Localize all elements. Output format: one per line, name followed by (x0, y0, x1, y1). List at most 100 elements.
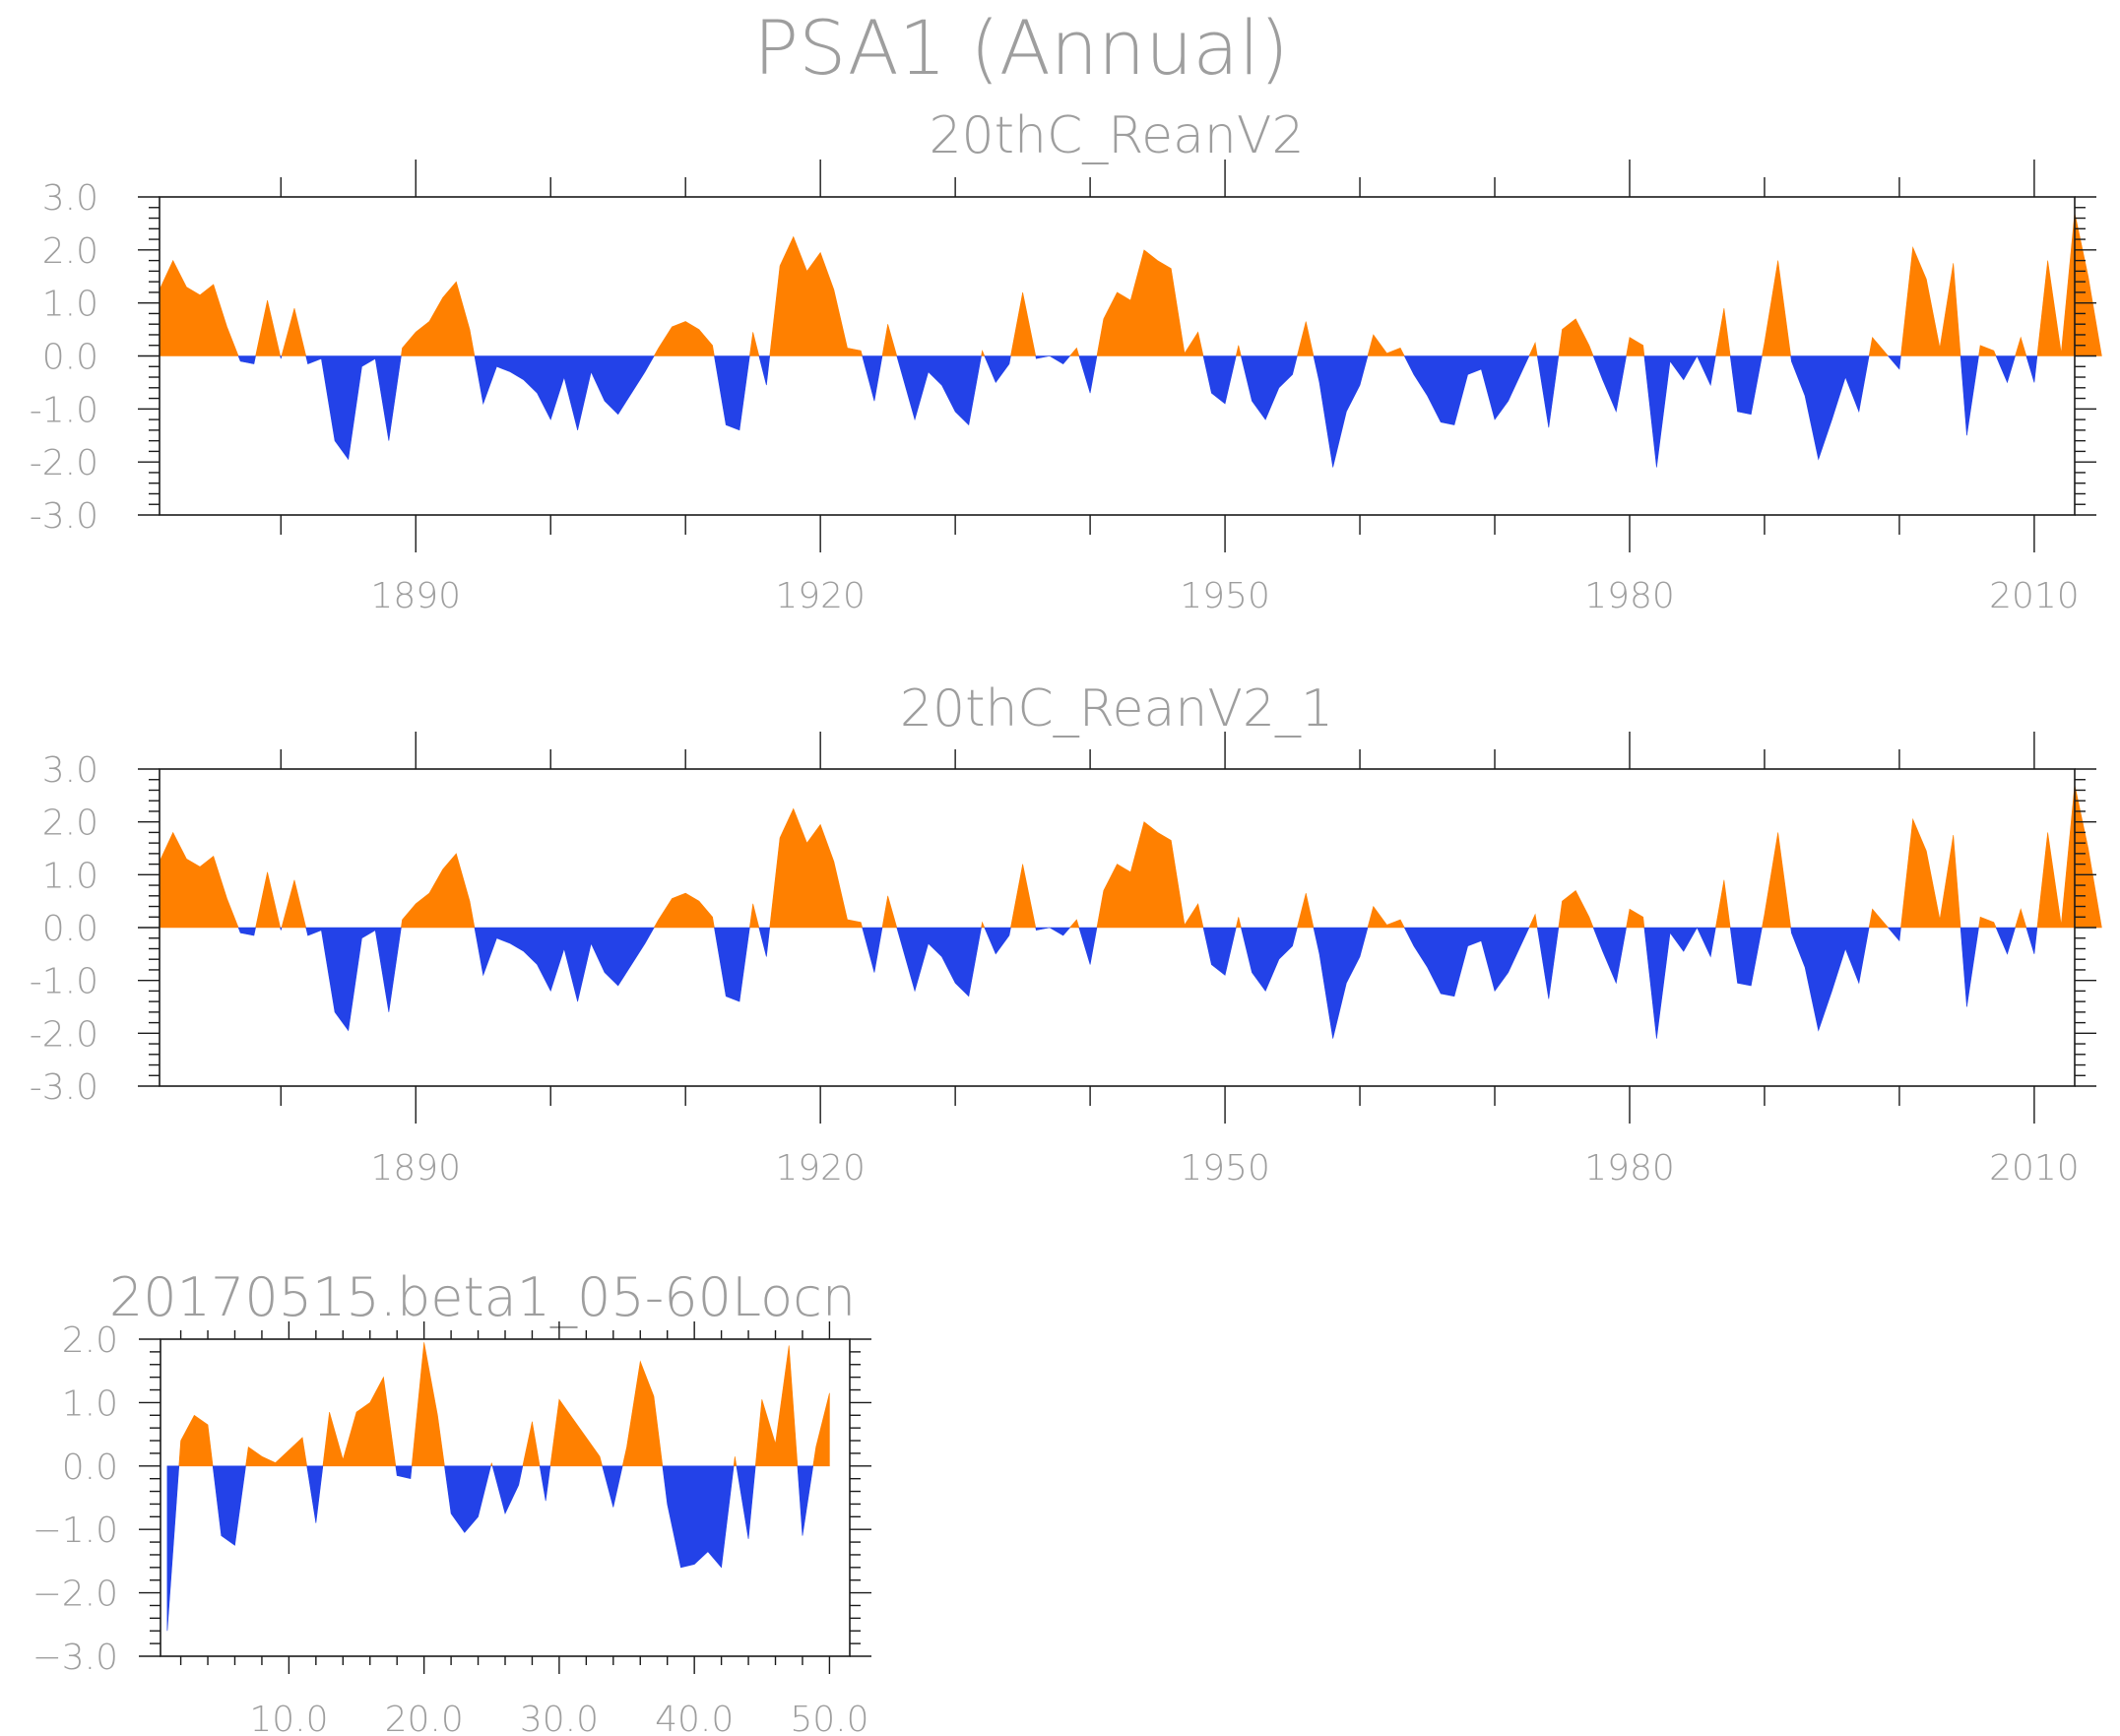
negative-area (474, 927, 655, 1002)
negative-area (237, 927, 256, 936)
negative-anomaly-fill (237, 927, 2038, 1039)
negative-area (539, 1465, 551, 1502)
negative-area (1592, 927, 1627, 985)
positive-area (1096, 821, 1204, 929)
x-tick-label: 10.0 (249, 1700, 328, 1736)
positive-area (1068, 919, 1080, 929)
negative-area (1887, 927, 1901, 942)
positive-area (549, 1398, 604, 1467)
y-tick-label: -2.0 (30, 443, 98, 483)
positive-area (1868, 336, 1890, 356)
negative-area (1790, 927, 1870, 1032)
negative-area (1729, 355, 1763, 416)
negative-area (280, 355, 283, 359)
positive-area (981, 921, 986, 929)
negative-area (1995, 927, 2016, 955)
negative-area (1202, 927, 1237, 976)
positive-area (1978, 345, 1997, 356)
positive-area (621, 1360, 664, 1467)
negative-area (1202, 355, 1237, 405)
negative-area (602, 1465, 623, 1508)
negative-area (662, 1465, 735, 1569)
positive-area (1868, 908, 1890, 929)
negative-area (1035, 355, 1051, 359)
positive-anomaly-fill (159, 213, 2102, 356)
negative-area (491, 1465, 524, 1514)
y-tick-label: 1.0 (62, 1383, 118, 1424)
negative-area (1536, 355, 1560, 428)
negative-anomaly-fill (166, 1465, 814, 1632)
negative-area (714, 927, 750, 1002)
y-tick-label: -2.0 (30, 1014, 98, 1055)
positive-anomaly-fill (178, 1342, 830, 1467)
positive-area (812, 1392, 830, 1467)
negative-area (736, 1465, 756, 1539)
negative-area (1035, 927, 1051, 932)
negative-area (797, 1465, 814, 1536)
y-tick-label: -1.0 (30, 962, 98, 1002)
positive-area (411, 1342, 445, 1467)
y-tick-label: −2.0 (32, 1575, 118, 1615)
positive-area (1762, 260, 1791, 356)
x-tick-label: 20.0 (385, 1700, 464, 1736)
negative-anomaly-fill (237, 355, 2038, 468)
positive-area (881, 895, 898, 929)
negative-area (2025, 355, 2038, 383)
negative-area (166, 1465, 180, 1632)
negative-area (896, 355, 982, 426)
x-tick-label: 1890 (370, 576, 461, 616)
positive-area (881, 324, 898, 356)
positive-area (159, 831, 239, 929)
chart-title: 20thC_ReanV2_1 (900, 679, 1333, 739)
positive-area (159, 259, 239, 356)
negative-area (280, 927, 283, 931)
positive-area (769, 807, 864, 929)
negative-area (305, 927, 402, 1032)
negative-area (444, 1465, 491, 1533)
negative-area (1959, 927, 1979, 1007)
y-tick-label: 2.0 (42, 231, 98, 272)
positive-area (981, 350, 986, 356)
panel-20thc-reanv2: 20thC_ReanV2 3.0 2.0 1.0 0.0 -1.0 -2.0 -3.0 1890… (30, 106, 2102, 616)
positive-area (1010, 864, 1037, 929)
negative-area (1313, 355, 1369, 468)
x-tick-label: 1980 (1584, 1148, 1675, 1189)
negative-area (758, 355, 771, 386)
x-tick-label: 50.0 (790, 1700, 868, 1736)
positive-area (401, 281, 476, 356)
positive-area (1558, 889, 1594, 929)
negative-area (984, 355, 1011, 384)
y-tick-label: 0.0 (62, 1447, 118, 1488)
negative-area (1729, 927, 1763, 987)
positive-area (255, 299, 282, 356)
positive-area (1900, 245, 1961, 356)
positive-area (1068, 347, 1080, 356)
positive-area (1010, 291, 1037, 356)
negative-area (1790, 355, 1870, 461)
y-tick-label: −1.0 (32, 1511, 118, 1551)
negative-area (1697, 927, 1716, 958)
positive-anomaly-fill (159, 785, 2102, 929)
negative-area (306, 1465, 324, 1523)
negative-area (1403, 927, 1530, 997)
negative-area (1959, 355, 1979, 436)
positive-area (1296, 321, 1315, 356)
positive-area (1528, 913, 1538, 929)
negative-area (2025, 927, 2038, 954)
positive-area (522, 1421, 541, 1467)
y-tick-label: 2.0 (62, 1320, 118, 1361)
y-tick-label: -1.0 (30, 390, 98, 430)
positive-area (1978, 916, 1997, 929)
positive-area (1715, 307, 1731, 356)
x-tick-label: 2010 (1989, 1148, 2080, 1189)
positive-area (401, 853, 476, 929)
positive-area (178, 1414, 214, 1467)
negative-area (474, 355, 655, 430)
negative-area (1078, 927, 1098, 965)
y-tick-label: 3.0 (42, 178, 98, 219)
negative-area (758, 927, 771, 957)
negative-area (862, 355, 883, 402)
negative-area (1240, 355, 1298, 420)
